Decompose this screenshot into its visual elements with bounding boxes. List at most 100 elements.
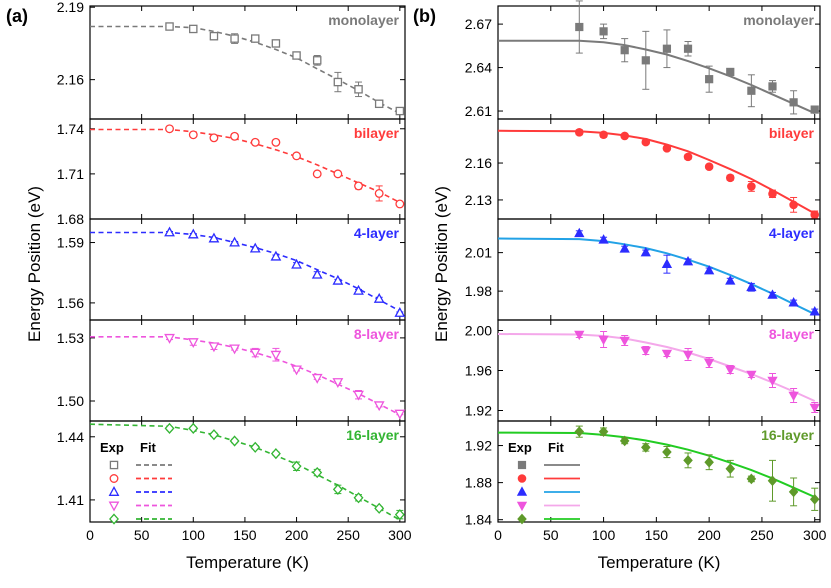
y-tick-label: 1.98 <box>465 283 492 299</box>
data-point <box>599 27 608 36</box>
data-point <box>249 242 261 253</box>
data-point <box>164 226 175 237</box>
data-point <box>620 131 629 141</box>
data-point <box>725 275 736 285</box>
y-tick-label: 2.16 <box>57 72 84 88</box>
x-tick-label: 100 <box>182 527 206 543</box>
legend-marker <box>517 474 527 483</box>
x-tick-label: 150 <box>645 527 669 543</box>
data-point <box>662 446 672 458</box>
fit-curve <box>497 237 816 316</box>
legend-fit-header: Fit <box>548 440 565 455</box>
data-point <box>767 289 778 299</box>
data-point <box>662 143 672 153</box>
data-point <box>354 85 363 94</box>
y-tick-label: 2.61 <box>465 103 492 119</box>
data-point <box>374 99 384 109</box>
data-point <box>704 358 715 369</box>
data-point <box>598 426 609 438</box>
y-tick-label: 2.01 <box>465 245 492 261</box>
data-point <box>164 422 175 434</box>
subplot-4-layer: 1.98 2.01 4-layer <box>465 218 821 321</box>
data-point <box>291 258 302 269</box>
data-point <box>188 422 199 434</box>
data-point <box>810 105 819 114</box>
data-point <box>574 227 585 238</box>
data-point <box>332 378 344 389</box>
subplot-16-layer: 1.84 1.88 1.92 16-layer <box>465 420 821 528</box>
panel-label: (b) <box>413 6 436 26</box>
y-tick-label: 2.19 <box>57 0 84 15</box>
data-point <box>725 365 736 376</box>
data-point <box>640 246 651 257</box>
data-point <box>810 210 820 219</box>
data-point <box>188 130 198 140</box>
data-point <box>333 169 343 179</box>
fit-curve <box>497 129 816 215</box>
y-tick-label: 1.59 <box>57 235 84 251</box>
data-point <box>292 151 302 161</box>
legend-marker <box>517 460 527 470</box>
data-point <box>333 77 343 87</box>
data-point <box>575 22 584 32</box>
data-point <box>332 274 344 285</box>
data-point <box>209 31 219 41</box>
y-axis-title: Energy Position (eV) <box>25 186 44 342</box>
legend-exp-header: Exp <box>100 440 124 455</box>
data-point <box>353 390 364 401</box>
data-point <box>311 373 323 384</box>
data-point <box>395 106 405 116</box>
data-point <box>767 376 778 387</box>
legend-marker <box>516 501 528 512</box>
y-axis-title: Energy Position (eV) <box>432 186 451 342</box>
x-axis-title: Temperature (K) <box>186 553 309 572</box>
data-point <box>270 350 282 361</box>
data-point <box>312 56 322 65</box>
data-point <box>683 44 693 53</box>
layer-label: 4-layer <box>769 225 815 241</box>
data-point <box>767 475 778 487</box>
layer-label: 8-layer <box>769 326 815 342</box>
data-point <box>599 130 608 140</box>
data-point <box>230 34 239 43</box>
legend-marker <box>109 513 119 525</box>
data-point <box>619 243 630 253</box>
data-point <box>394 509 405 521</box>
y-tick-label: 1.74 <box>57 121 84 137</box>
layer-label: 4-layer <box>354 225 400 241</box>
data-point <box>292 51 301 60</box>
data-point <box>373 292 385 303</box>
data-point <box>270 448 281 460</box>
data-point <box>619 336 630 347</box>
data-point <box>747 86 756 95</box>
data-point <box>682 350 694 361</box>
data-point <box>661 349 673 360</box>
data-point <box>229 435 240 447</box>
data-point <box>789 98 798 107</box>
legend-fit-header: Fit <box>140 440 157 455</box>
data-point <box>574 127 584 137</box>
legend-exp-header: Exp <box>508 440 532 455</box>
data-point <box>641 56 650 65</box>
legend-marker <box>109 460 119 470</box>
data-point <box>768 189 777 199</box>
y-tick-label: 1.92 <box>465 403 492 419</box>
y-tick-label: 1.53 <box>57 330 84 346</box>
y-tick-label: 1.44 <box>57 429 84 445</box>
data-point <box>187 338 199 349</box>
data-point <box>312 466 323 479</box>
x-tick-label: 200 <box>285 527 309 543</box>
data-point <box>311 268 323 279</box>
data-point <box>394 409 406 420</box>
legend-marker <box>109 474 119 483</box>
layer-label: 8-layer <box>354 326 400 342</box>
data-point <box>747 182 756 191</box>
layer-label: monolayer <box>328 12 399 28</box>
data-point <box>374 502 385 514</box>
y-tick-label: 1.92 <box>465 438 492 454</box>
data-point <box>164 333 175 344</box>
layer-label: 16-layer <box>346 427 399 443</box>
data-point <box>271 137 281 147</box>
subplot-monolayer: 2.61 2.64 2.67 monolayer <box>465 0 821 120</box>
